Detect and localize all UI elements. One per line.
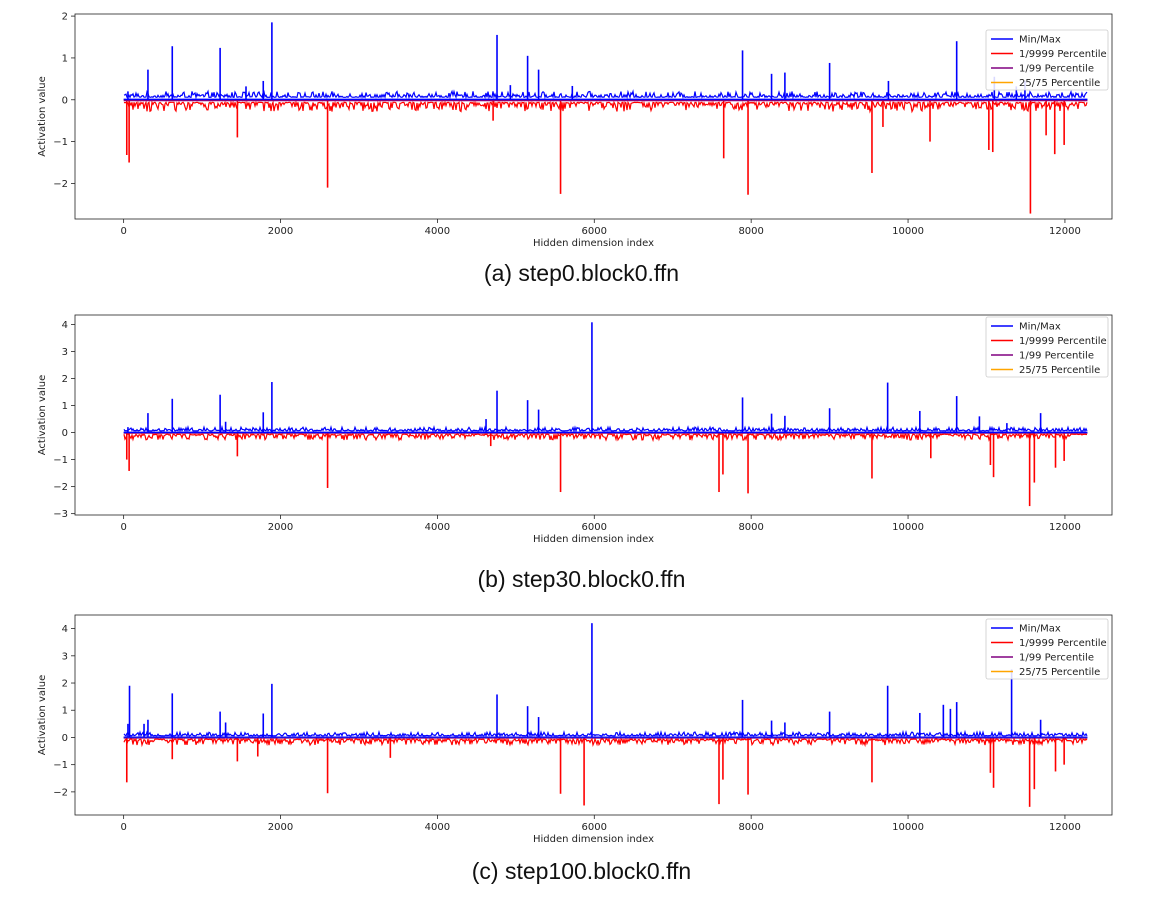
y-tick-label: 2 xyxy=(62,679,68,690)
legend-label: 25/75 Percentile xyxy=(1019,78,1100,89)
y-tick-label: −2 xyxy=(53,179,68,190)
chart-panel-c: 0 2000 4000 6000 8000 10000 12000 −2 −1 0 1 2 3 4 Hidd… xyxy=(0,605,1163,905)
y-tick-label: 4 xyxy=(62,320,68,331)
x-tick-label: 4000 xyxy=(425,522,450,533)
y-tick-label: 3 xyxy=(62,347,68,358)
x-tick-label: 8000 xyxy=(738,822,763,833)
y-tick-label: −1 xyxy=(53,455,68,466)
legend: Min/Max 1/9999 Percentile 1/99 Percentile 2… xyxy=(985,618,1109,680)
x-tick-label: 10000 xyxy=(892,522,924,533)
min-series-line xyxy=(123,100,1088,114)
y-tick-label: 1 xyxy=(62,53,68,64)
y-tick-label: −1 xyxy=(53,137,68,148)
x-tick-label: 2000 xyxy=(268,822,293,833)
plot-frame xyxy=(74,13,1113,220)
plot-area xyxy=(123,322,1088,507)
x-tick-label: 6000 xyxy=(582,226,607,237)
legend-label: 1/99 Percentile xyxy=(1019,653,1094,664)
y-tick-label: 1 xyxy=(62,401,68,412)
y-axis-label: Activation value xyxy=(37,76,48,157)
chart-caption-b: (b) step30.block0.ffn xyxy=(477,566,686,592)
x-tick-label: 4000 xyxy=(425,226,450,237)
x-tick-label: 6000 xyxy=(582,822,607,833)
y-tick-label: −1 xyxy=(53,760,68,771)
x-axis-label: Hidden dimension index xyxy=(533,534,654,545)
legend-label: 1/9999 Percentile xyxy=(1019,336,1107,347)
y-tick-label: 2 xyxy=(62,12,68,23)
x-axis-label: Hidden dimension index xyxy=(533,238,654,249)
x-tick-label: 12000 xyxy=(1049,226,1081,237)
y-axis-label: Activation value xyxy=(37,675,48,756)
legend-box xyxy=(985,618,1109,680)
y-tick-label: −2 xyxy=(53,787,68,798)
x-tick-label: 0 xyxy=(120,822,126,833)
x-tick-label: 4000 xyxy=(425,822,450,833)
max-series-line xyxy=(123,89,1088,100)
x-tick-label: 8000 xyxy=(738,522,763,533)
plot-area xyxy=(123,22,1088,214)
legend-label: Min/Max xyxy=(1019,624,1061,635)
x-tick-label: 12000 xyxy=(1049,822,1081,833)
plot-area xyxy=(123,623,1088,807)
chart-c: 0 2000 4000 6000 8000 10000 12000 −2 −1 0 1 2 3 4 Hidd… xyxy=(37,614,1113,845)
min-series-line xyxy=(123,431,1088,443)
chart-panel-b: 0 2000 4000 6000 8000 10000 12000 −3 −2 −1 0 1 2 3 4 Hi… xyxy=(0,305,1163,600)
y-tick-label: 1 xyxy=(62,706,68,717)
legend-label: Min/Max xyxy=(1019,35,1061,46)
legend-label: 1/99 Percentile xyxy=(1019,351,1094,362)
y-tick-label: 0 xyxy=(62,428,68,439)
y-tick-label: 0 xyxy=(62,733,68,744)
x-tick-label: 0 xyxy=(120,522,126,533)
chart-panel-a: 0 2000 4000 6000 8000 10000 12000 −2 −1 0 1 2 Hidden… xyxy=(0,0,1163,300)
chart-caption-c: (c) step100.block0.ffn xyxy=(471,858,692,884)
x-tick-label: 8000 xyxy=(738,226,763,237)
legend-label: 25/75 Percentile xyxy=(1019,667,1100,678)
y-tick-label: −2 xyxy=(53,482,68,493)
y-axis-label: Activation value xyxy=(37,375,48,456)
legend-label: Min/Max xyxy=(1019,322,1061,333)
x-tick-label: 2000 xyxy=(268,226,293,237)
legend-label: 1/9999 Percentile xyxy=(1019,49,1107,60)
legend-label: 1/9999 Percentile xyxy=(1019,638,1107,649)
legend-label: 25/75 Percentile xyxy=(1019,365,1100,376)
y-tick-label: 2 xyxy=(62,374,68,385)
x-tick-label: 2000 xyxy=(268,522,293,533)
y-tick-label: 0 xyxy=(62,95,68,106)
x-tick-label: 10000 xyxy=(892,822,924,833)
chart-caption-a: (a) step0.block0.ffn xyxy=(483,260,680,286)
chart-a: 0 2000 4000 6000 8000 10000 12000 −2 −1 0 1 2 Hidden… xyxy=(37,12,1113,249)
min-series-line xyxy=(123,736,1088,748)
legend-box xyxy=(985,29,1109,91)
legend-label: 1/99 Percentile xyxy=(1019,64,1094,75)
plot-frame xyxy=(74,614,1113,816)
x-axis-label: Hidden dimension index xyxy=(533,834,654,845)
x-tick-label: 6000 xyxy=(582,522,607,533)
max-series-line xyxy=(123,424,1088,433)
chart-b: 0 2000 4000 6000 8000 10000 12000 −3 −2 −1 0 1 2 3 4 Hi… xyxy=(37,314,1113,545)
max-series-line xyxy=(123,729,1088,738)
x-tick-label: 0 xyxy=(120,226,126,237)
legend: Min/Max 1/9999 Percentile 1/99 Percentile 2… xyxy=(985,316,1109,378)
legend-box xyxy=(985,316,1109,378)
y-tick-label: −3 xyxy=(53,509,68,520)
y-tick-label: 3 xyxy=(62,651,68,662)
x-tick-label: 12000 xyxy=(1049,522,1081,533)
y-tick-label: 4 xyxy=(62,624,68,635)
plot-frame xyxy=(74,314,1113,516)
legend: Min/Max 1/9999 Percentile 1/99 Percentile 2… xyxy=(985,29,1109,91)
x-tick-label: 10000 xyxy=(892,226,924,237)
